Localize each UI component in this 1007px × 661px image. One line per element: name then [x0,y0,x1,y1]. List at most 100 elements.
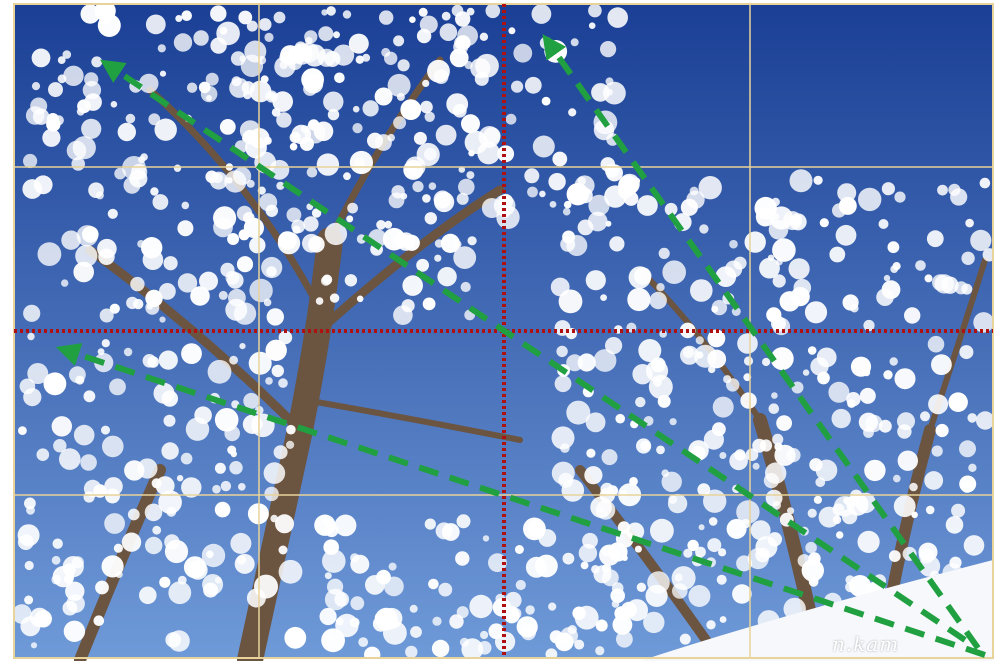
frost-blob [37,612,47,623]
frost-blob [897,424,912,439]
frost-blob [863,319,875,332]
frost-blob [514,545,524,554]
frost-blob [935,423,949,438]
frost-blob [181,10,192,21]
frost-blob [121,532,142,552]
frost-blob [144,503,163,522]
frost-blob [708,517,718,526]
frost-blob [109,378,126,396]
frost-blob [611,582,624,594]
frost-blob [163,256,178,271]
frost-blob [161,442,179,460]
arrow-to-middle-left [55,343,986,658]
frost-blob [435,124,457,146]
frost-blob [793,278,812,297]
frost-blob [807,508,817,518]
frost-blob [177,273,198,293]
frost-blob [836,531,844,539]
frost-blob [249,237,266,254]
frost-blob [375,134,392,151]
frost-blob [437,267,457,287]
frost-blob [600,294,607,301]
frost-blob [66,140,87,161]
frost-blob [548,602,557,611]
frost-blob [94,0,116,22]
frost-blob [707,329,726,348]
frost-blob [568,108,577,117]
frost-blob [857,530,880,554]
frost-blob [264,486,279,502]
frost-blob [620,489,628,497]
frost-blob [30,642,38,649]
frost-blob [63,65,84,87]
frost-blob [324,222,348,246]
frost-blob [350,553,360,563]
frost-blob [815,459,838,482]
frost-blob [636,582,647,592]
frost-blob [327,108,340,121]
frost-blob [931,354,952,375]
frost-blob [405,645,418,659]
frost-blob [771,392,778,399]
frost-blob [915,260,926,271]
frost-blob [638,339,662,362]
frost-blob [961,251,975,265]
frost-blob [258,18,272,31]
frost-blob [889,357,898,366]
frost-blob [428,578,439,590]
frost-blob [588,194,610,216]
frost-blob [139,73,159,94]
frost-blob [858,412,879,432]
frost-blob [771,197,780,207]
frost-blob [376,220,386,230]
frost-blob [43,372,67,396]
frost-blob [585,412,606,433]
frost-blob [909,482,918,492]
frost-blob [199,271,218,291]
frost-blob [755,207,776,227]
frost-blob [763,473,780,489]
frost-blob [324,572,332,580]
frost-blob [75,375,85,385]
frost-blob [562,230,576,244]
frost-blob [142,249,164,270]
frost-blob [416,142,440,167]
frost-blob [549,201,557,208]
frost-blob [680,198,699,216]
frost-blob [413,131,427,145]
frost-blob [531,4,552,24]
frost-blob [387,73,411,97]
frost-blob [769,206,793,230]
frost-blob [482,535,490,542]
frost-blob [409,604,418,613]
frost-blob [412,181,424,193]
frost-blob [301,68,324,91]
frost-blob [771,316,786,332]
frost-blob [582,532,598,549]
frost-blob [845,581,856,593]
frost-blob [73,261,94,283]
frost-blob [157,44,166,53]
frost-blob [384,576,404,597]
frost-blob [166,506,177,517]
frost-blob [788,258,810,280]
frost-blob [53,439,67,453]
frost-blob [439,23,458,41]
frost-blob [127,508,140,521]
frost-blob [63,620,86,642]
frost-blob [393,35,405,47]
frost-blob [446,93,469,115]
frost-blob [924,274,933,283]
frost-blob [60,279,69,287]
frost-blob [570,38,579,47]
frost-blob [551,426,575,450]
frost-blob [552,151,568,167]
frost-blob [236,256,254,273]
frost-blob [458,178,475,196]
frost-blob [574,639,585,650]
frost-blob [525,556,547,578]
frost-blob [152,525,162,535]
frost-blob [271,364,284,378]
frost-blob [829,246,846,263]
frost-blob [234,553,255,574]
